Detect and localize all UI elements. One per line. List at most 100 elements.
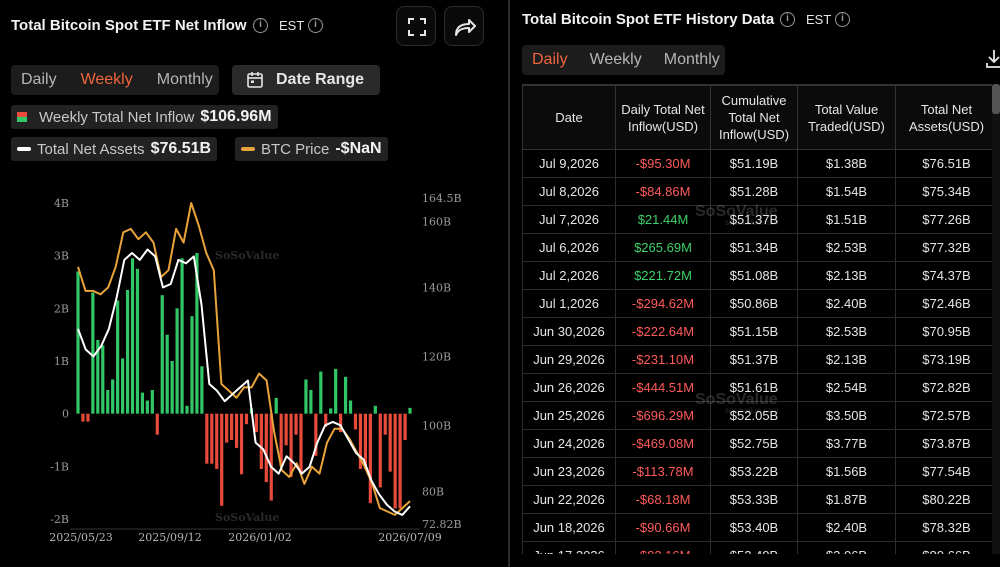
watermark: SoSoValue	[215, 249, 279, 262]
table-cell: $75.34B	[895, 177, 998, 206]
inflow-bar	[284, 413, 288, 446]
net-inflow-chart[interactable]: 4B 3B 2B 1B 0 -1B -2B 164.5B 160B 140B 120B 100B 80B…	[0, 186, 508, 546]
inflow-bar	[378, 413, 382, 488]
inflow-bar	[215, 413, 219, 469]
table-cell: $51.19B	[710, 149, 798, 178]
table-cell: $76.51B	[895, 149, 998, 178]
tab-monthly[interactable]: Monthly	[156, 71, 213, 88]
tab-daily[interactable]: Daily	[532, 51, 568, 68]
right-tick-label: 140B	[422, 281, 451, 294]
date-range-button[interactable]: Date Range	[232, 65, 380, 95]
inflow-bar	[289, 413, 293, 477]
inflow-bar	[234, 413, 239, 448]
fullscreen-button[interactable]	[396, 6, 436, 46]
table-row[interactable]: Jun 25,2026 -$696.29M $52.05B $3.50B $72.57B	[522, 401, 998, 430]
inflow-bar	[329, 408, 333, 414]
table-row[interactable]: Jun 17,2026-$82.16M$53.49B$2.06B$80.66B	[522, 541, 998, 554]
scrollbar-track[interactable]	[992, 84, 1000, 554]
table-cell: $265.69M	[615, 233, 711, 262]
inflow-bar	[180, 258, 184, 414]
table-cell: -$222.64M	[615, 317, 711, 346]
inflow-bar	[135, 268, 140, 414]
inflow-bar	[150, 389, 154, 414]
inflow-bar	[363, 413, 368, 469]
y-tick-label: -1B	[50, 460, 69, 473]
inflow-bar	[96, 339, 100, 414]
period-tabs: Daily Weekly Monthly	[11, 65, 219, 95]
table-row[interactable]: Jun 22,2026 -$68.18M $53.33B $1.87B $80.22B	[522, 485, 998, 514]
info-icon[interactable]: i	[308, 18, 323, 33]
inflow-bar	[403, 413, 407, 440]
table-row[interactable]: Jun 24,2026 -$469.08M $52.75B $3.77B $73.87B	[522, 429, 998, 458]
table-cell: -$95.30M	[615, 149, 711, 178]
table-header-row: Date Daily Total Net Inflow(USD) Cumulat…	[522, 85, 998, 150]
header-date[interactable]: Date	[522, 85, 616, 150]
table-cell: $52.05B	[710, 401, 798, 430]
table-row[interactable]: Jul 1,2026 -$294.62M $50.86B $2.40B $72.46B	[522, 289, 998, 318]
table-row[interactable]: Jun 18,2026 -$90.66M $53.40B $2.40B $78.32B	[522, 513, 998, 542]
table-cell: $72.46B	[895, 289, 998, 318]
inflow-bar	[116, 300, 120, 414]
tab-monthly[interactable]: Monthly	[663, 51, 720, 68]
legend-btc-price[interactable]: BTC Price -$NaN	[235, 137, 388, 161]
table-cell: Jul 8,2026	[522, 177, 616, 206]
table-cell: $1.54B	[797, 177, 896, 206]
header-value-traded[interactable]: Total Value Traded(USD)	[797, 85, 896, 150]
table-cell: $53.40B	[710, 513, 798, 542]
inflow-bar	[145, 400, 149, 414]
legend-total-net-assets[interactable]: Total Net Assets $76.51B	[11, 137, 218, 161]
inflow-bar	[111, 379, 115, 414]
table-row[interactable]: Jul 6,2026 $265.69M $51.34B $2.53B $77.32B	[522, 233, 998, 262]
share-button[interactable]	[444, 6, 484, 46]
inflow-bar	[353, 413, 358, 430]
table-row[interactable]: Jul 7,2026 $21.44M $51.37B $1.51B $77.26B	[522, 205, 998, 234]
inflow-bar	[388, 413, 392, 472]
table-row[interactable]: Jun 23,2026 -$113.78M $53.22B $1.56B $77.54B	[522, 457, 998, 486]
share-icon	[455, 19, 476, 36]
legend-weekly-inflow[interactable]: Weekly Total Net Inflow $106.96M	[11, 105, 278, 129]
inflow-bar	[106, 389, 110, 414]
table-row[interactable]: Jun 26,2026 -$444.51M $51.61B $2.54B $72.82B	[522, 373, 998, 402]
inflow-bar	[314, 413, 318, 456]
table-cell: $74.37B	[895, 261, 998, 290]
watermark: SoSoValue	[215, 511, 279, 524]
tab-daily[interactable]: Daily	[21, 71, 57, 88]
right-tick-label: 72.82B	[422, 518, 462, 531]
inflow-bar	[86, 413, 90, 422]
download-icon[interactable]	[984, 48, 1000, 70]
table-cell: $1.38B	[797, 149, 896, 178]
scrollbar-thumb[interactable]	[992, 84, 1000, 114]
table-cell: $80.66B	[895, 541, 998, 554]
inflow-bar	[140, 392, 145, 414]
tab-weekly[interactable]: Weekly	[589, 51, 642, 68]
table-row[interactable]: Jul 9,2026 -$95.30M $51.19B $1.38B $76.51B	[522, 149, 998, 178]
inflow-bar	[230, 413, 234, 440]
btc-swatch	[241, 147, 255, 151]
table-row[interactable]: Jul 2,2026 $221.72M $51.08B $2.13B $74.37B	[522, 261, 998, 290]
header-cumulative-inflow[interactable]: Cumulative Total Net Inflow(USD)	[710, 85, 798, 150]
info-icon[interactable]: i	[253, 18, 268, 33]
header-net-assets[interactable]: Total Net Assets(USD)	[895, 85, 998, 150]
info-icon[interactable]: i	[835, 12, 850, 27]
inflow-bar	[259, 413, 263, 469]
table-row[interactable]: Jun 30,2026 -$222.64M $51.15B $2.53B $70.95B	[522, 317, 998, 346]
header-daily-inflow[interactable]: Daily Total Net Inflow(USD)	[615, 85, 711, 150]
table-cell: $2.53B	[797, 317, 896, 346]
inflow-bar	[190, 316, 194, 414]
table-row[interactable]: Jul 8,2026 -$84.86M $51.28B $1.54B $75.34B	[522, 177, 998, 206]
table-cell: $77.26B	[895, 205, 998, 234]
table-cell: Jul 2,2026	[522, 261, 616, 290]
legend-value: -$NaN	[335, 140, 382, 157]
table-row[interactable]: Jun 29,2026 -$231.10M $51.37B $2.13B $73.19B	[522, 345, 998, 374]
table-cell: -$444.51M	[615, 373, 711, 402]
table-cell: $51.61B	[710, 373, 798, 402]
inflow-bar	[120, 358, 125, 414]
table-cell: -$294.62M	[615, 289, 711, 318]
table-cell: $2.40B	[797, 513, 896, 542]
inflow-bar	[334, 368, 338, 414]
info-icon[interactable]: i	[780, 12, 795, 27]
inflow-bar	[175, 308, 179, 414]
tab-weekly[interactable]: Weekly	[80, 71, 133, 88]
table-cell: $77.54B	[895, 457, 998, 486]
table-cell: $51.08B	[710, 261, 798, 290]
